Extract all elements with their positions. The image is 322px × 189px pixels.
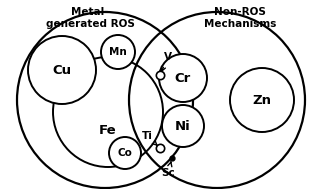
Circle shape: [159, 54, 207, 102]
Text: Ti: Ti: [142, 131, 157, 146]
Text: Mn: Mn: [109, 47, 127, 57]
Text: Co: Co: [118, 148, 132, 158]
Circle shape: [109, 137, 141, 169]
Circle shape: [230, 68, 294, 132]
Text: Cu: Cu: [52, 64, 71, 77]
Text: Metal-
generated ROS: Metal- generated ROS: [45, 7, 135, 29]
Text: Fe: Fe: [99, 123, 117, 136]
Text: V: V: [162, 52, 172, 71]
Text: Non-ROS
Mechanisms: Non-ROS Mechanisms: [204, 7, 276, 29]
Circle shape: [162, 105, 204, 147]
Text: Zn: Zn: [252, 94, 271, 106]
Text: Sc: Sc: [161, 162, 175, 178]
Text: Cr: Cr: [175, 71, 191, 84]
Circle shape: [28, 36, 96, 104]
Circle shape: [101, 35, 135, 69]
Text: Ni: Ni: [175, 119, 191, 132]
